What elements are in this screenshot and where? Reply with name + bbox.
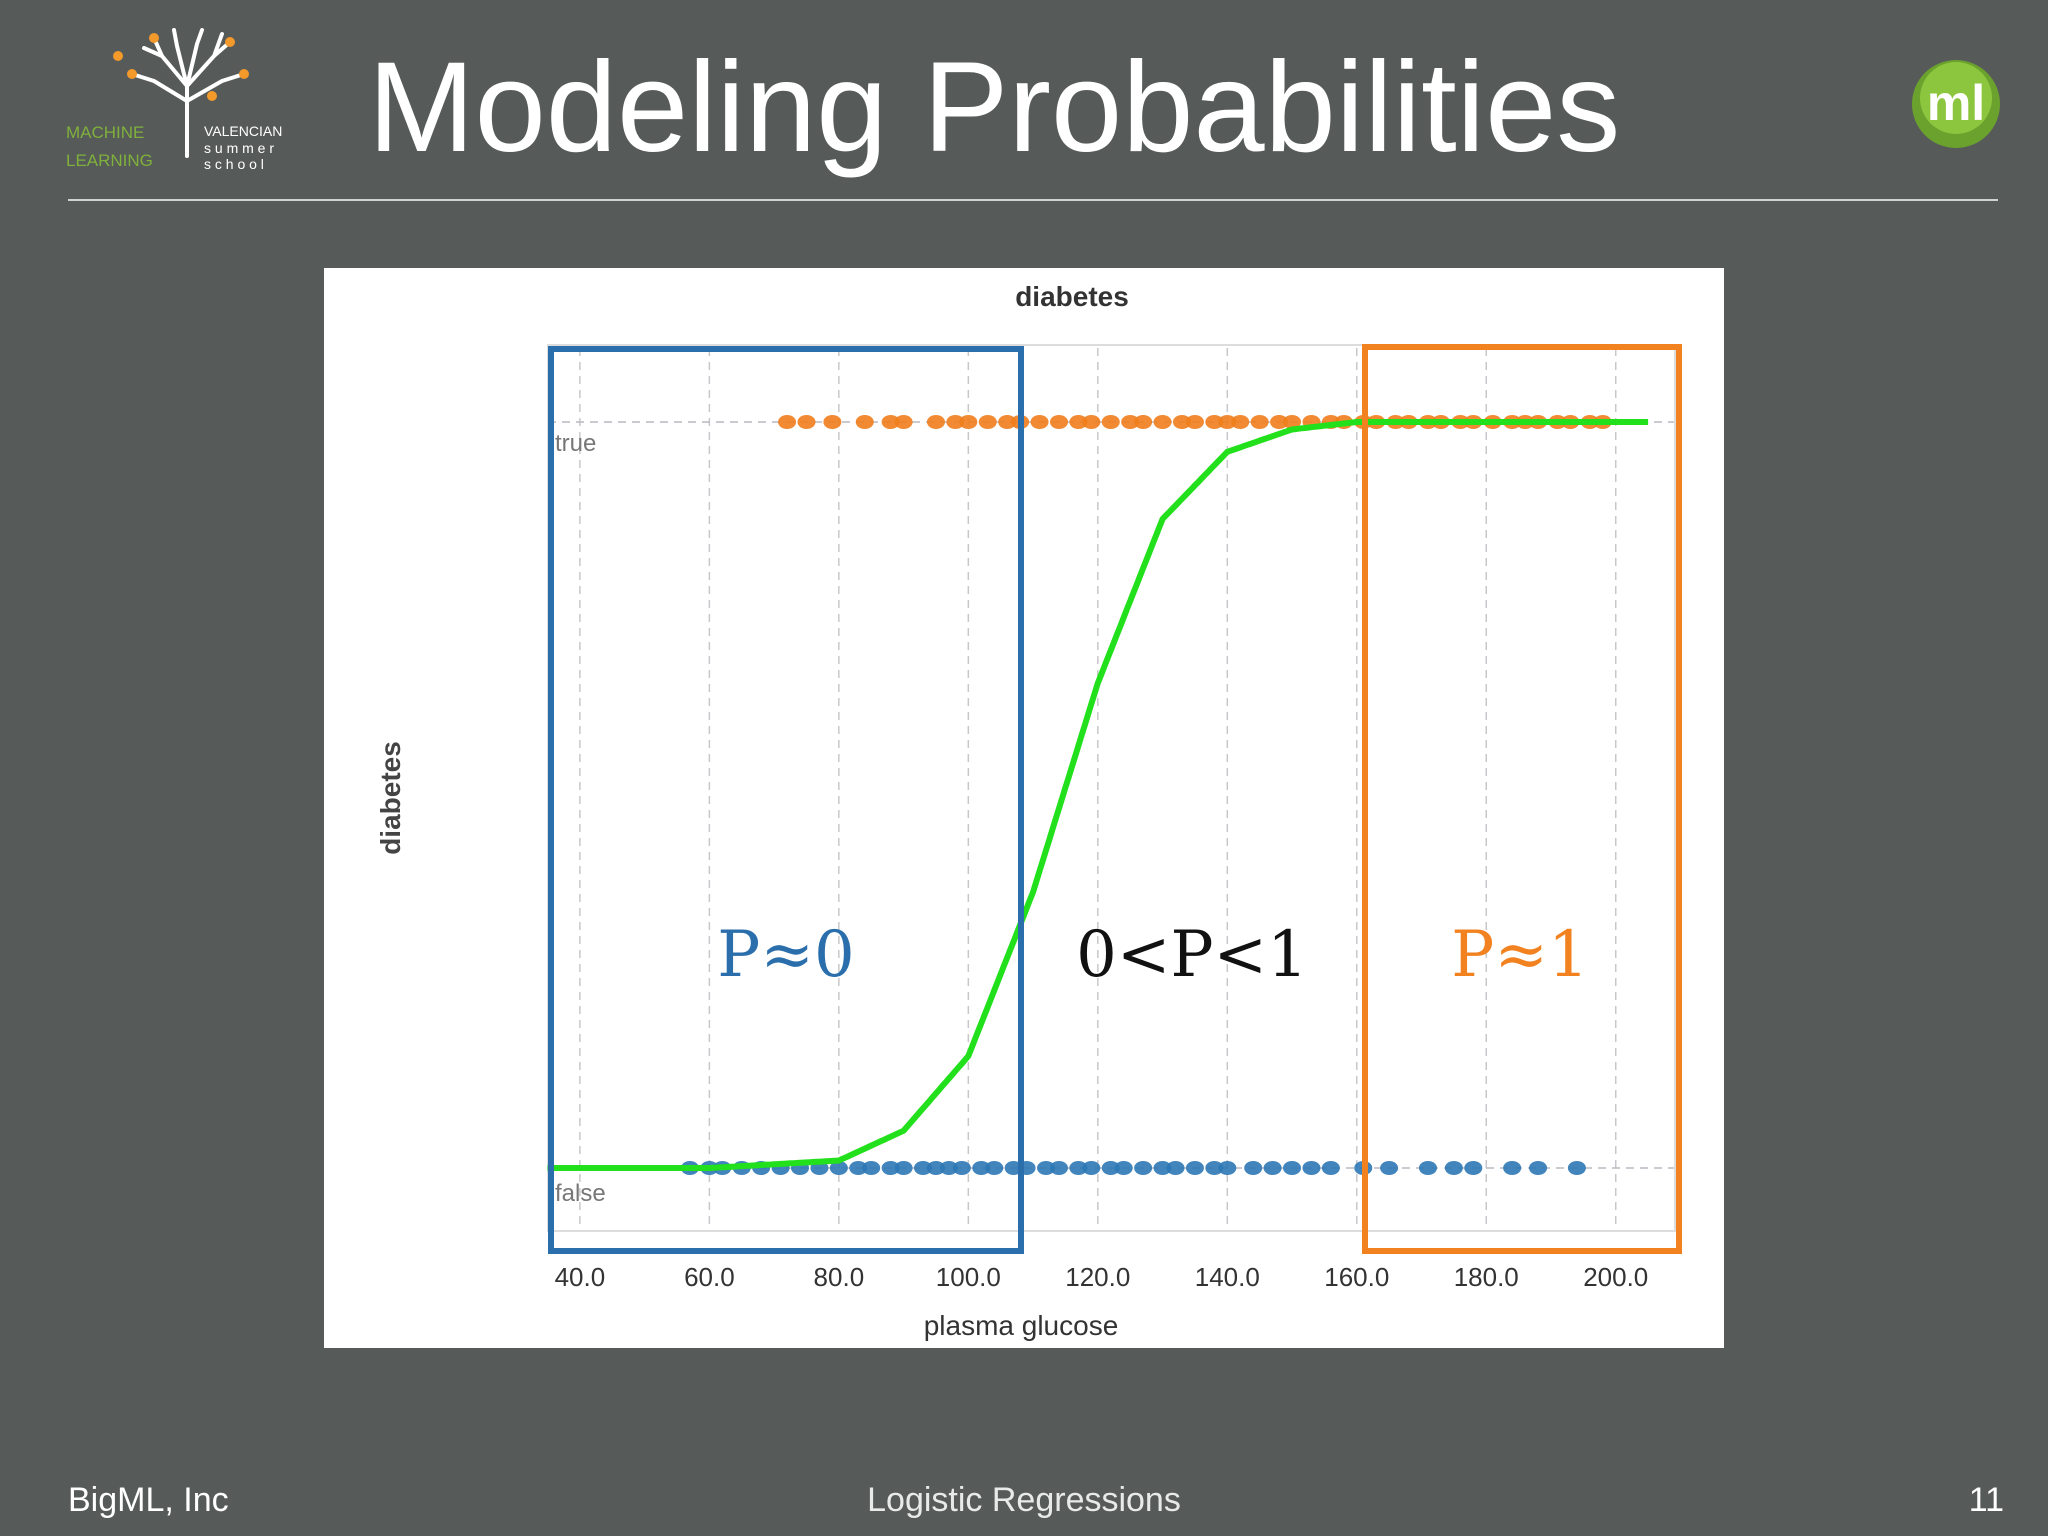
diabetes-chart: diabetes diabetes plasma glucose true fa… [324,268,1724,1348]
data-point-false [1037,1161,1056,1175]
data-point-false [1464,1161,1483,1175]
footer-company: BigML, Inc [68,1481,229,1519]
data-point-true [855,415,874,429]
data-point-false [1263,1161,1282,1175]
data-point-true [1270,415,1289,429]
data-point-false [1283,1161,1302,1175]
data-point-false [939,1161,958,1175]
data-point-false [894,1161,913,1175]
ml-logo-icon: ml [1912,60,2000,148]
data-point-false [1218,1161,1237,1175]
false-points [680,1161,1586,1175]
x-tick-label: 80.0 [814,1262,865,1292]
data-point-true [1134,415,1153,429]
data-point-false [881,1161,900,1175]
x-tick-labels: 40.0 60.0 80.0 100.0 120.0 140.0 160.0 180.0 200… [555,1262,1649,1292]
logo-valencian-text: VALENCIAN [204,123,282,139]
data-point-true [1172,415,1191,429]
logistic-curve [547,419,1649,1171]
data-point-false [952,1161,971,1175]
x-tick-label: 60.0 [684,1262,735,1292]
ml-logo-text: ml [1927,75,1985,131]
data-point-true [1218,415,1237,429]
data-point-true [894,415,913,429]
logo-summer-text: s u m m e r [204,140,274,156]
title-divider [68,199,1998,201]
data-point-true [1283,415,1302,429]
data-point-false [1153,1161,1172,1175]
data-point-true [1205,415,1224,429]
data-point-true [1185,415,1204,429]
p-approx-zero-box [548,346,1024,1254]
data-point-false [1101,1161,1120,1175]
data-point-false [1380,1161,1399,1175]
annotation-p-between: 0<P<1 [1076,918,1308,992]
data-point-true [1101,415,1120,429]
data-point-false [1166,1161,1185,1175]
data-point-true [946,415,965,429]
y-tick-label-false: false [555,1180,606,1207]
data-point-true [1030,415,1049,429]
data-point-true [1069,415,1088,429]
data-point-true [959,415,978,429]
data-point-true [797,415,816,429]
annotation-p-approx-zero: P≈0 [717,918,854,992]
data-point-false [829,1161,848,1175]
data-point-false [926,1161,945,1175]
data-point-true [998,415,1017,429]
chart-title: diabetes [1015,281,1129,312]
data-point-true [778,415,797,429]
data-point-false [1069,1161,1088,1175]
data-point-true [1049,415,1068,429]
data-point-false [914,1161,933,1175]
data-point-false [1503,1161,1522,1175]
logo-learning-text: LEARNING [66,151,153,170]
data-point-false [1134,1161,1153,1175]
x-axis-label: plasma glucose [924,1310,1119,1341]
data-point-true [926,415,945,429]
data-point-false [862,1161,881,1175]
data-point-false [1567,1161,1586,1175]
y-tick-label-true: true [555,430,596,457]
data-point-true [823,415,842,429]
x-tick-label: 200.0 [1583,1262,1648,1292]
data-point-true [978,415,997,429]
x-tick-label: 180.0 [1454,1262,1519,1292]
data-point-false [1418,1161,1437,1175]
x-tick-label: 160.0 [1324,1262,1389,1292]
data-point-false [1244,1161,1263,1175]
data-point-true [1250,415,1269,429]
valencian-summer-school-logo: MACHINE LEARNING VALENCIAN s u m m e r s… [66,28,282,172]
x-tick-label: 140.0 [1195,1262,1260,1292]
page-number: 11 [1968,1481,2004,1519]
data-point-true [1121,415,1140,429]
data-point-false [1185,1161,1204,1175]
x-tick-label: 100.0 [936,1262,1001,1292]
data-point-false [985,1161,1004,1175]
data-point-true [1231,415,1250,429]
data-point-false [1082,1161,1101,1175]
data-point-false [1205,1161,1224,1175]
data-point-false [1049,1161,1068,1175]
p-approx-one-box [1362,344,1682,1254]
x-tick-label: 120.0 [1065,1262,1130,1292]
data-point-true [881,415,900,429]
logo-machine-text: MACHINE [66,123,144,142]
data-point-true [1153,415,1172,429]
data-point-false [1114,1161,1133,1175]
data-point-true [1082,415,1101,429]
footer-topic: Logistic Regressions [867,1481,1181,1519]
annotation-p-approx-one: P≈1 [1451,918,1588,992]
data-point-false [1321,1161,1340,1175]
x-tick-label: 40.0 [555,1262,606,1292]
data-point-false [1302,1161,1321,1175]
y-axis-label: diabetes [375,741,406,855]
data-point-false [1529,1161,1548,1175]
fruit-dots [113,33,249,101]
data-point-false [849,1161,868,1175]
data-point-false [1444,1161,1463,1175]
slide-title: Modeling Probabilities [368,36,1621,179]
logo-school-text: s c h o o l [204,156,264,172]
data-point-false [972,1161,991,1175]
